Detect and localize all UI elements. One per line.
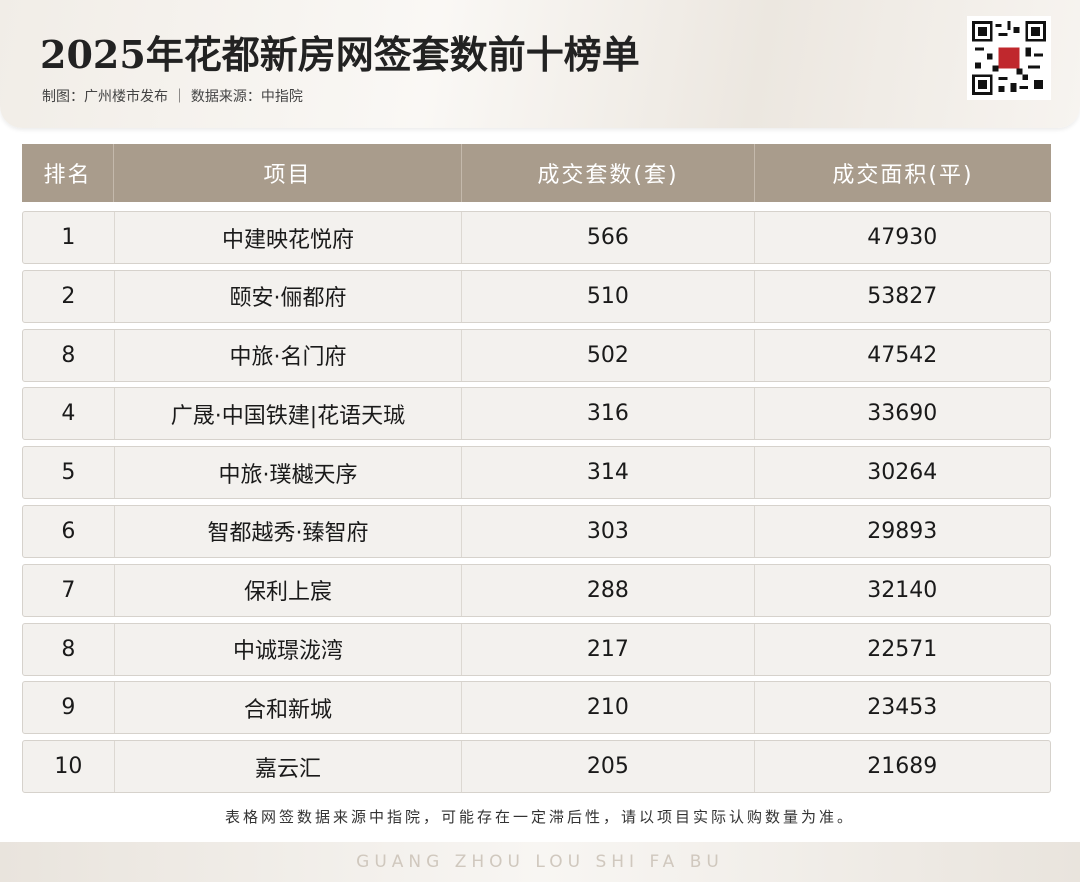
cell-rank: 4: [23, 388, 115, 440]
cell-area: 47930: [867, 225, 938, 250]
footnote: 表格网签数据来源中指院，可能存在一定滞后性，请以项目实际认购数量为准。: [224, 808, 855, 826]
ranking-table: 排名 项目 成交套数(套) 成交面积(平) 1 中建映花悦府 566 47930 2 颐安…: [22, 144, 1051, 794]
cell-rank: 8: [23, 623, 115, 675]
cell-project: 智都越秀·臻智府: [115, 505, 463, 557]
cell-units: 210: [462, 682, 755, 734]
cell-project: 保利上宸: [115, 564, 463, 616]
table-row: 8 中诚璟泷湾 217 22571: [22, 622, 1051, 676]
table-row: 10 嘉云汇 205 21689: [22, 740, 1051, 794]
cell-units: 303: [462, 505, 755, 557]
cell-area: 29893: [867, 518, 938, 544]
cell-project: 嘉云汇: [115, 741, 463, 793]
cell-units: 566: [462, 212, 755, 263]
cell-project: 中诚璟泷湾: [115, 623, 463, 675]
cell-area: 22571: [867, 636, 938, 662]
column-header-project: 项目: [114, 144, 462, 202]
table-row: 4 广晟·中国铁建|花语天珹 316 33690: [22, 387, 1051, 441]
cell-project: 中建映花悦府: [115, 212, 463, 263]
column-header-rank: 排名: [22, 144, 114, 202]
cell-area: 32140: [867, 577, 938, 603]
cell-units: 288: [462, 564, 755, 616]
table-row: 8 中旅·名门府 502 47542: [22, 328, 1051, 382]
table-row: 5 中旅·璞樾天序 314 30264: [22, 446, 1051, 500]
cell-units: 217: [462, 623, 755, 675]
cell-units: 510: [462, 270, 755, 322]
table-row: 1 中建映花悦府 566 47930: [22, 211, 1051, 264]
table-row: 7 保利上宸 288 32140: [22, 563, 1051, 617]
cell-project: 合和新城: [115, 682, 463, 734]
page-title: 2025年花都新房网签套数前十榜单: [40, 32, 640, 77]
cell-rank: 10: [23, 741, 115, 793]
cell-area: 33690: [867, 401, 938, 427]
cell-units: 314: [462, 447, 755, 499]
table-header: 排名 项目 成交套数(套) 成交面积(平): [22, 144, 1051, 202]
table-row: 6 智都越秀·臻智府 303 29893: [22, 504, 1051, 558]
table-row: 9 合和新城 210 23453: [22, 681, 1051, 735]
brand-footer: GUANG ZHOU LOU SHI FA BU: [0, 842, 1080, 882]
cell-rank: 7: [23, 564, 115, 616]
cell-area: 47542: [867, 342, 938, 368]
cell-project: 颐安·俪都府: [115, 270, 463, 322]
cell-units: 205: [462, 741, 755, 793]
table-row: 2 颐安·俪都府 510 53827: [22, 269, 1051, 323]
cell-project: 中旅·名门府: [115, 329, 463, 381]
cell-area: 21689: [867, 754, 938, 780]
cell-project: 中旅·璞樾天序: [115, 447, 463, 499]
cell-rank: 9: [23, 682, 115, 734]
cell-area: 53827: [867, 283, 938, 309]
column-header-area: 成交面积(平): [832, 163, 974, 188]
cell-project: 广晟·中国铁建|花语天珹: [115, 388, 463, 440]
cell-rank: 2: [23, 270, 115, 322]
cell-rank: 1: [23, 212, 115, 263]
qr-code-icon: [967, 16, 1051, 100]
cell-rank: 6: [23, 505, 115, 557]
cell-units: 316: [462, 388, 755, 440]
cell-rank: 8: [23, 329, 115, 381]
cell-area: 23453: [867, 695, 938, 721]
cell-units: 502: [462, 329, 755, 381]
cell-rank: 5: [23, 447, 115, 499]
subtitle: 制图：广州楼市发布 ｜ 数据来源：中指院: [42, 89, 303, 105]
header-banner: 2025年花都新房网签套数前十榜单 制图：广州楼市发布 ｜ 数据来源：中指院: [0, 0, 1080, 128]
column-header-units: 成交套数(套): [462, 144, 755, 202]
cell-area: 30264: [867, 460, 938, 486]
